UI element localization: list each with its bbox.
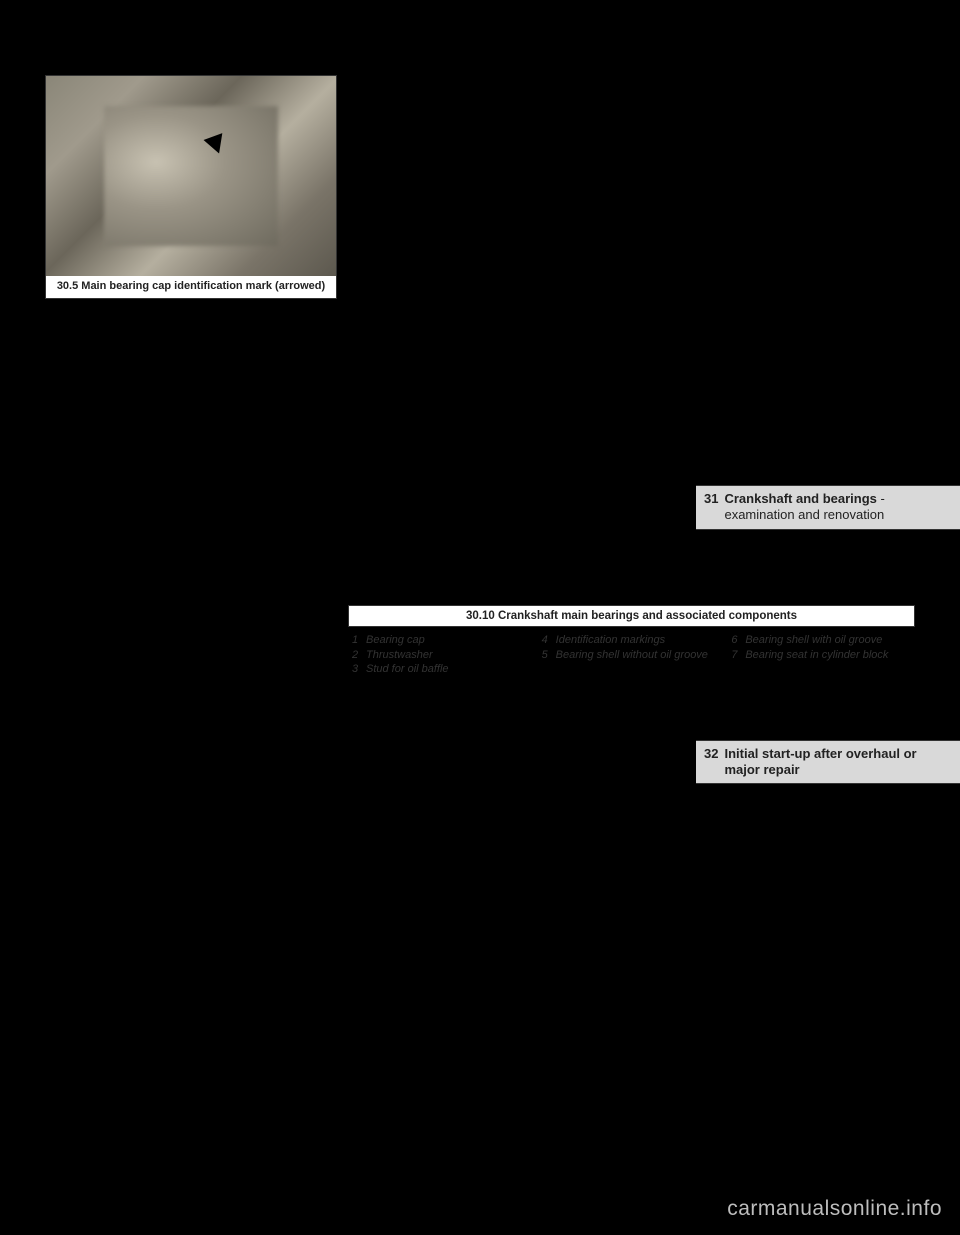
- legend-item: 1Bearing cap: [352, 633, 532, 648]
- legend-item: 5Bearing shell without oil groove: [542, 648, 722, 663]
- section-heading-31: 31 Crankshaft and bearings - examination…: [696, 485, 960, 530]
- photo-caption: 30.5 Main bearing cap identification mar…: [46, 276, 336, 298]
- section-number: 31: [704, 491, 718, 507]
- photo-figure: 30.5 Main bearing cap identification mar…: [45, 75, 337, 299]
- section-title: Initial start-up after overhaul or major…: [724, 746, 952, 779]
- legend-col-1: 1Bearing cap 2Thrustwasher 3Stud for oil…: [352, 633, 532, 678]
- legend-item: 4Identification markings: [542, 633, 722, 648]
- legend-item: 2Thrustwasher: [352, 648, 532, 663]
- legend-item: 3Stud for oil baffle: [352, 662, 532, 677]
- watermark-text: carmanualsonline.info: [727, 1197, 942, 1221]
- section-heading-32: 32 Initial start-up after overhaul or ma…: [696, 740, 960, 785]
- right-column: 31 Crankshaft and bearings - examination…: [696, 485, 960, 784]
- photo-image: [46, 76, 336, 276]
- arrow-icon: [203, 133, 228, 157]
- legend-col-2: 4Identification markings 5Bearing shell …: [542, 633, 722, 678]
- page-content: 30.5 Main bearing cap identification mar…: [45, 75, 915, 677]
- section-number: 32: [704, 746, 718, 762]
- section-title: Crankshaft and bearings - examination an…: [724, 491, 952, 524]
